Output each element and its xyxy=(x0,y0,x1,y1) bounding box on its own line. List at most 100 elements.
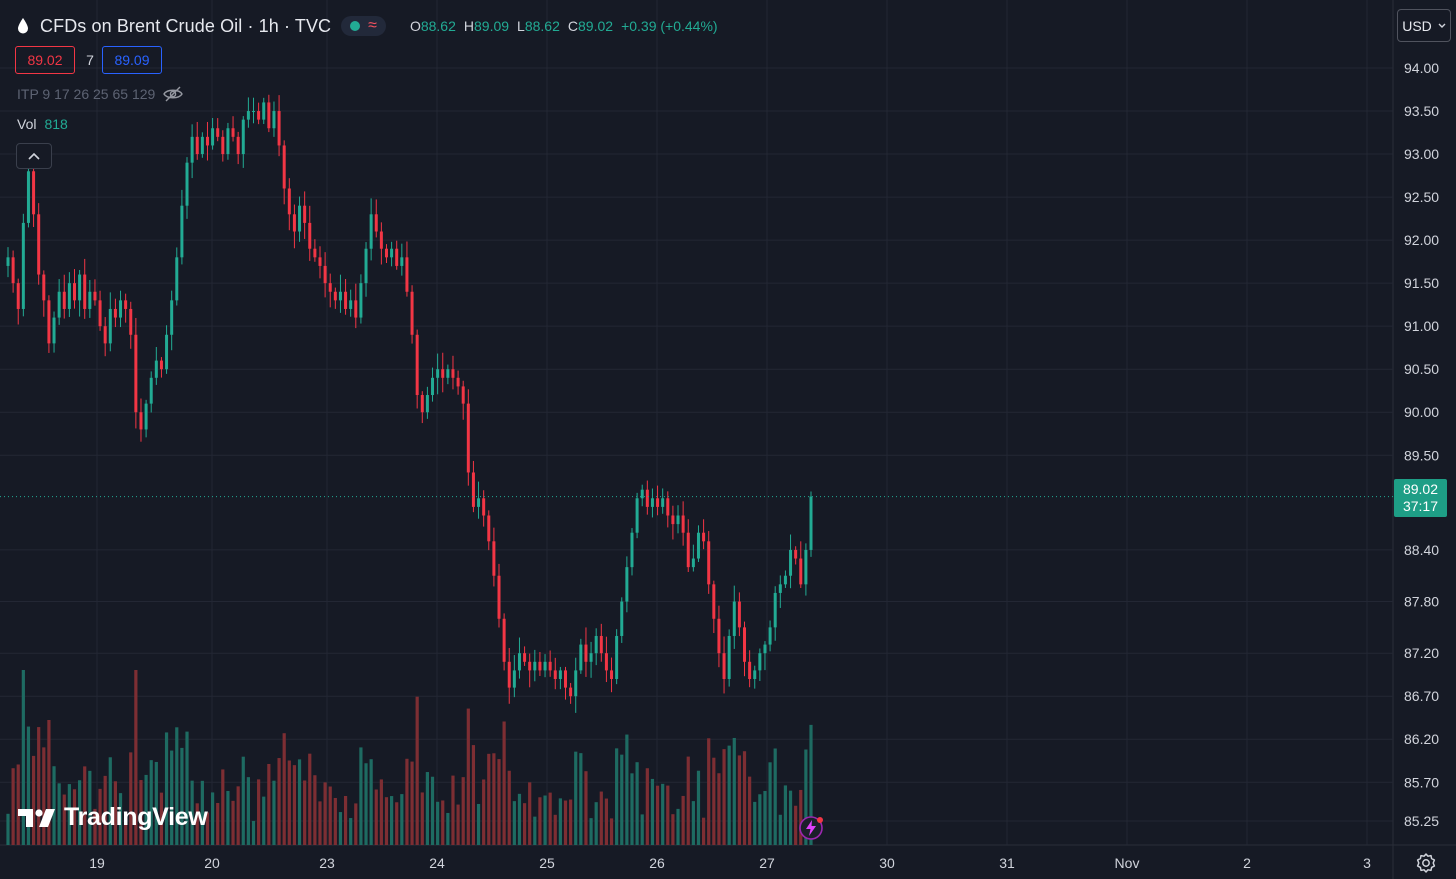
candle-body xyxy=(149,377,153,404)
bid-price-button[interactable]: 89.02 xyxy=(15,46,75,74)
volume-bar xyxy=(625,734,629,845)
volume-bar xyxy=(241,756,245,845)
volume-bar xyxy=(599,791,603,845)
candle-body xyxy=(400,257,404,266)
volume-bar xyxy=(681,795,685,845)
candle-body xyxy=(318,257,322,266)
volume-bar xyxy=(118,793,123,845)
candle-body xyxy=(666,498,670,516)
candle-body xyxy=(420,395,424,413)
y-tick-label: 90.50 xyxy=(1404,361,1439,377)
volume-bar xyxy=(615,748,619,845)
x-tick-label: 25 xyxy=(539,855,555,871)
collapse-legend-button[interactable] xyxy=(16,143,52,169)
volume-bar xyxy=(507,770,511,845)
volume-bar xyxy=(308,753,312,845)
candle-body xyxy=(482,498,486,516)
y-tick-label: 87.20 xyxy=(1404,645,1439,661)
candle-body xyxy=(517,653,521,671)
tradingview-logo-icon xyxy=(18,808,55,827)
candle-body xyxy=(681,515,685,533)
volume-bar xyxy=(758,794,762,845)
lightning-icon[interactable] xyxy=(798,815,824,841)
volume-bar xyxy=(517,793,522,845)
candle-body xyxy=(425,395,429,413)
volume-bar xyxy=(476,803,481,845)
candle-body xyxy=(773,592,777,628)
candle-body xyxy=(159,360,163,370)
candle-body xyxy=(354,300,358,318)
spread-value: 7 xyxy=(86,52,94,68)
candle-body xyxy=(57,291,61,318)
y-tick-label: 86.20 xyxy=(1404,731,1439,747)
candle-body xyxy=(650,498,654,507)
candle-body xyxy=(640,489,644,499)
candle-body xyxy=(200,136,204,155)
candle-body xyxy=(737,601,741,628)
candle-body xyxy=(195,136,199,155)
volume-bar xyxy=(502,721,506,845)
candle-body xyxy=(67,283,71,309)
volume-bar xyxy=(640,814,644,845)
candle-body xyxy=(47,300,51,344)
indicator-itp-label: ITP 9 17 26 25 65 129 xyxy=(17,86,156,102)
volume-bar xyxy=(343,795,348,845)
candle-body xyxy=(538,661,542,671)
volume-bar xyxy=(216,802,220,845)
candle-body xyxy=(384,248,388,258)
volume-value: 818 xyxy=(44,116,68,132)
candle-body xyxy=(497,575,501,619)
brand-text: TradingView xyxy=(64,803,208,831)
candle-body xyxy=(267,102,271,129)
ask-price-button[interactable]: 89.09 xyxy=(102,46,162,74)
volume-bar xyxy=(67,784,71,845)
x-tick-label: 3 xyxy=(1363,855,1371,871)
settings-gear-icon[interactable] xyxy=(1414,851,1438,875)
volume-bar xyxy=(809,724,813,845)
candle-body xyxy=(170,300,174,335)
volume-bar xyxy=(149,760,153,845)
candle-body xyxy=(768,627,772,645)
volume-bar xyxy=(466,708,470,845)
currency-selector[interactable]: USD xyxy=(1397,9,1451,42)
candle-body xyxy=(594,635,598,654)
volume-bar xyxy=(292,765,297,845)
candle-body xyxy=(707,541,711,585)
candle-body xyxy=(405,257,409,292)
volume-bar xyxy=(538,797,542,845)
candle-body xyxy=(661,498,665,507)
close-value: C89.02 xyxy=(567,18,614,34)
eye-hidden-icon[interactable] xyxy=(163,86,184,102)
candle-body xyxy=(205,136,209,146)
candle-body xyxy=(604,653,608,671)
volume-bar xyxy=(282,733,286,845)
volume-bar xyxy=(604,798,609,845)
volume-bar xyxy=(446,812,450,845)
volume-legend[interactable]: Vol 818 xyxy=(17,116,68,132)
bar-countdown: 37:17 xyxy=(1402,498,1439,514)
volume-bar xyxy=(175,727,179,845)
volume-bar xyxy=(768,762,772,845)
volume-bar xyxy=(569,799,573,845)
tradingview-logo[interactable]: TradingView xyxy=(18,803,208,832)
volume-bar xyxy=(170,750,174,845)
candle-body xyxy=(722,653,726,680)
volume-bar xyxy=(543,795,547,845)
chevron-up-icon xyxy=(28,152,40,160)
indicator-itp-legend[interactable]: ITP 9 17 26 25 65 129 xyxy=(17,86,184,102)
volume-bar xyxy=(528,782,532,845)
candle-body xyxy=(461,386,465,404)
volume-bar xyxy=(650,778,655,845)
candle-body xyxy=(154,360,158,378)
volume-bar xyxy=(384,797,389,845)
volume-bar xyxy=(180,747,184,845)
ohlc-legend: O88.62 H89.09 L88.62 C89.02 +0.39 (+0.44… xyxy=(410,18,718,34)
candle-body xyxy=(620,601,624,636)
volume-bar xyxy=(763,790,767,845)
candle-body xyxy=(732,601,736,636)
candle-body xyxy=(395,248,399,266)
candle-body xyxy=(11,257,15,284)
symbol-title[interactable]: CFDs on Brent Crude Oil · 1h · TVC xyxy=(40,15,332,36)
market-status-pill[interactable]: ≈ xyxy=(341,16,386,36)
